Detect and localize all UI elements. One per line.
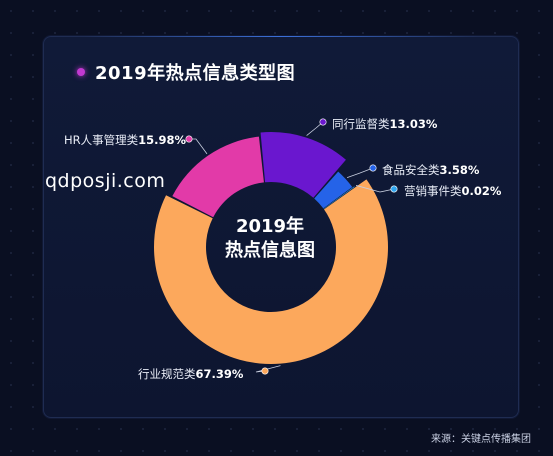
center-label-line2: 热点信息图 (225, 240, 315, 261)
slice-label-name: 同行监督类 (332, 117, 390, 131)
label-leaders (185, 118, 398, 375)
title-bullet-icon (77, 68, 85, 76)
slice-label-value: 67.39% (195, 367, 244, 381)
slice-label-value: 0.02% (461, 184, 502, 198)
slice-label: HR人事管理类15.98% (64, 132, 186, 148)
source-note: 来源：关键点传播集团 (431, 434, 531, 445)
donut-slice (260, 132, 346, 198)
slice-label-value: 3.58% (439, 163, 480, 177)
donut-slice (154, 179, 388, 364)
leader-dot (390, 185, 398, 193)
slice-label-name: 食品安全类 (382, 163, 440, 177)
leader-dot (369, 164, 377, 172)
leader-dot (185, 135, 193, 143)
center-label-line1: 2019年 (235, 216, 305, 237)
slice-label-value: 15.98% (138, 133, 187, 147)
leader-line (189, 138, 208, 155)
donut-slice (172, 136, 264, 218)
leader-line (346, 167, 374, 178)
slice-label-name: HR人事管理类 (64, 133, 139, 147)
slice-label: 行业规范类67.39% (138, 366, 243, 382)
leader-dot (319, 118, 327, 126)
slice-label: 同行监督类13.03% (332, 116, 437, 132)
slice-label: 营销事件类0.02% (404, 183, 501, 199)
chart-title: 2019年热点信息类型图 (95, 63, 296, 84)
slice-label: 食品安全类3.58% (382, 162, 479, 178)
donut-slice (323, 186, 355, 210)
leader-dot (261, 367, 269, 375)
leader-line (355, 185, 395, 193)
slice-label-value: 13.03% (389, 117, 438, 131)
donut-slices (154, 132, 388, 364)
slice-label-name: 营销事件类 (404, 184, 462, 198)
watermark-text: qdposji.com (45, 170, 166, 192)
slice-label-name: 行业规范类 (138, 367, 196, 381)
donut-slice (314, 171, 353, 209)
